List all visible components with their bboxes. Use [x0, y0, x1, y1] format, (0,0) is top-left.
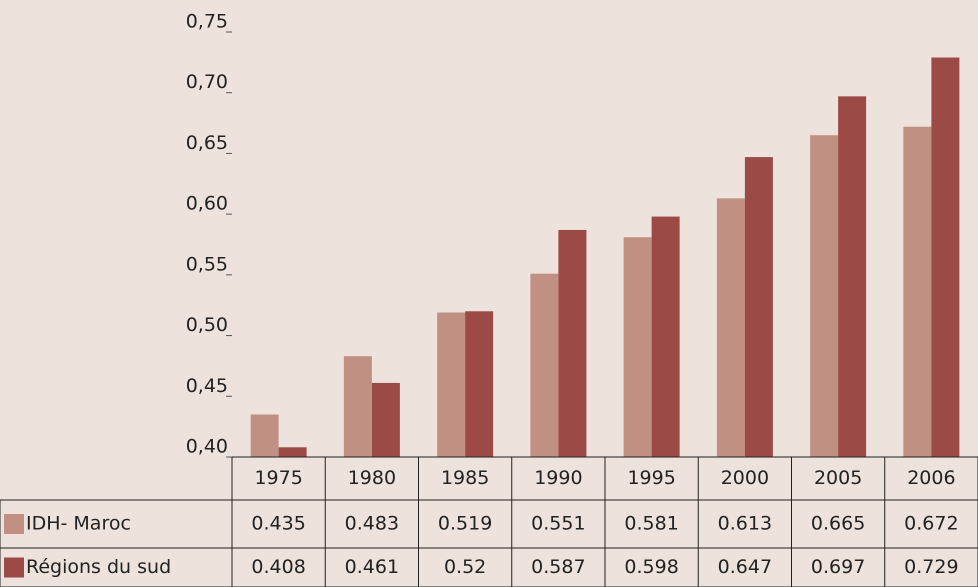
bar	[437, 312, 466, 457]
y-tick-label: 0,70	[186, 71, 228, 93]
bar	[810, 135, 839, 457]
y-tick-label: 0,40	[186, 436, 228, 458]
x-tick-label: 2000	[721, 467, 769, 489]
bar	[931, 57, 960, 457]
x-tick-label: 2006	[907, 467, 955, 489]
bar	[903, 126, 932, 457]
table-value: 0.665	[811, 513, 865, 535]
table-value: 0.697	[811, 556, 865, 578]
bar	[250, 414, 279, 457]
legend-swatch	[4, 514, 24, 534]
table-value: 0.598	[624, 556, 678, 578]
table-value: 0.551	[531, 513, 585, 535]
table-value: 0.483	[345, 513, 399, 535]
table-value: 0.461	[345, 556, 399, 578]
y-tick-label: 0,45	[186, 375, 228, 397]
y-tick-label: 0,65	[186, 132, 228, 154]
table-value: 0.672	[904, 513, 958, 535]
table-value: 0.52	[444, 556, 486, 578]
bar	[838, 96, 867, 457]
table-value: 0.587	[531, 556, 585, 578]
bar	[530, 273, 559, 457]
x-tick-label: 1995	[627, 467, 675, 489]
y-tick-label: 0,60	[186, 193, 228, 215]
x-tick-label: 1975	[254, 467, 302, 489]
x-tick-label: 1985	[441, 467, 489, 489]
bar	[465, 311, 494, 457]
table-value: 0.581	[624, 513, 678, 535]
bar	[744, 157, 773, 458]
table-value: 0.435	[251, 513, 305, 535]
y-tick-label: 0,55	[186, 253, 228, 275]
table-value: 0.408	[251, 556, 305, 578]
x-tick-label: 2005	[814, 467, 862, 489]
bar	[651, 216, 680, 457]
table-value: 0.729	[904, 556, 958, 578]
bar	[371, 382, 400, 457]
table-value: 0.647	[718, 556, 772, 578]
bar	[343, 356, 372, 457]
legend-label: Régions du sud	[26, 556, 171, 578]
table-value: 0.519	[438, 513, 492, 535]
bar	[558, 229, 587, 457]
legend-swatch	[4, 557, 24, 578]
table-value: 0.613	[718, 513, 772, 535]
bar	[623, 237, 652, 457]
x-tick-label: 1990	[534, 467, 582, 489]
y-tick-label: 0,75	[186, 11, 228, 33]
x-tick-label: 1980	[348, 467, 396, 489]
legend-label: IDH- Maroc	[26, 513, 131, 535]
y-tick-label: 0,50	[186, 314, 228, 336]
bar	[716, 198, 745, 457]
bar	[278, 447, 307, 457]
